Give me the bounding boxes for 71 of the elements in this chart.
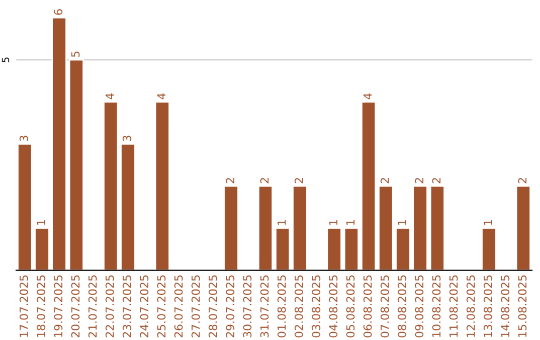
x-tick-label: 23.07.2025 [122,275,132,338]
bar [481,228,496,270]
x-tick-label: 31.07.2025 [260,275,269,338]
x-tick-label: 09.08.2025 [414,275,424,338]
x-tick-label: 13.08.2025 [484,275,492,337]
x-tick-label: 12.08.2025 [466,275,475,337]
data-label: 1 [484,220,492,225]
data-label: 6 [54,9,62,15]
x-tick-label: 11.08.2025 [449,275,458,337]
x-tick-label: 05.08.2025 [346,275,355,338]
x-tick-label: 22.07.2025 [106,275,114,338]
x-tick-label: 01.08.2025 [277,275,286,338]
ref-line-label: 5 [2,58,10,62]
bar [378,185,394,270]
bar [275,228,290,270]
x-tick-label: 30.07.2025 [243,275,252,338]
x-tick-label: 24.07.2025 [140,275,148,338]
x-tick-label: 17.07.2025 [20,275,28,337]
x-tick-label: 20.07.2025 [71,275,80,338]
x-tick-label: 07.08.2025 [380,275,390,338]
x-tick-label: 25.07.2025 [157,275,166,338]
x-tick-label: 14.08.2025 [500,275,510,337]
bar [412,185,428,270]
bar [516,185,531,270]
bar [52,17,67,270]
data-label: 5 [71,52,80,57]
data-label: 2 [260,178,269,184]
data-label: 1 [36,220,46,225]
x-tick-label: 19.07.2025 [54,275,62,337]
x-tick-label: 21.07.2025 [88,275,97,338]
bar [154,101,170,270]
bar [361,101,376,270]
x-tick-label: 02.08.2025 [294,275,304,338]
x-tick-label: 26.07.2025 [174,275,183,338]
data-label: 2 [414,178,424,184]
data-label: 1 [329,220,338,225]
bar [103,101,118,270]
x-tick-label: 06.08.2025 [363,275,372,338]
x-tick-label: 29.07.2025 [226,275,234,338]
data-label: 4 [157,93,166,100]
x-tick-label: 08.08.2025 [398,275,406,338]
data-label: 4 [364,93,372,100]
data-label: 3 [122,136,132,142]
data-label: 1 [398,220,406,225]
bar [68,59,84,270]
data-label: 2 [294,178,303,184]
bar [292,185,308,270]
x-tick-label: 27.07.2025 [192,275,200,338]
data-label: 4 [106,93,114,100]
bar [344,228,359,270]
data-label: 1 [346,220,354,225]
bar [17,143,32,270]
data-label: 2 [226,178,234,184]
x-tick-label: 03.08.2025 [312,275,320,338]
x-tick-label: 10.08.2025 [432,275,441,337]
bar [224,185,239,270]
bar [120,143,136,270]
data-label: 1 [278,220,286,225]
bar [34,228,50,270]
x-tick-label: 28.07.2025 [208,275,218,338]
bar [430,185,445,270]
data-label: 3 [20,136,28,142]
data-label: 2 [518,178,526,184]
x-tick-label: 04.08.2025 [329,275,338,338]
data-label: 2 [380,178,389,184]
x-tick-label: 18.07.2025 [36,275,46,337]
data-label: 2 [432,178,440,184]
bar [258,185,274,270]
bar [326,228,342,270]
x-tick-label: 15.08.2025 [518,275,527,337]
bar [395,228,411,270]
